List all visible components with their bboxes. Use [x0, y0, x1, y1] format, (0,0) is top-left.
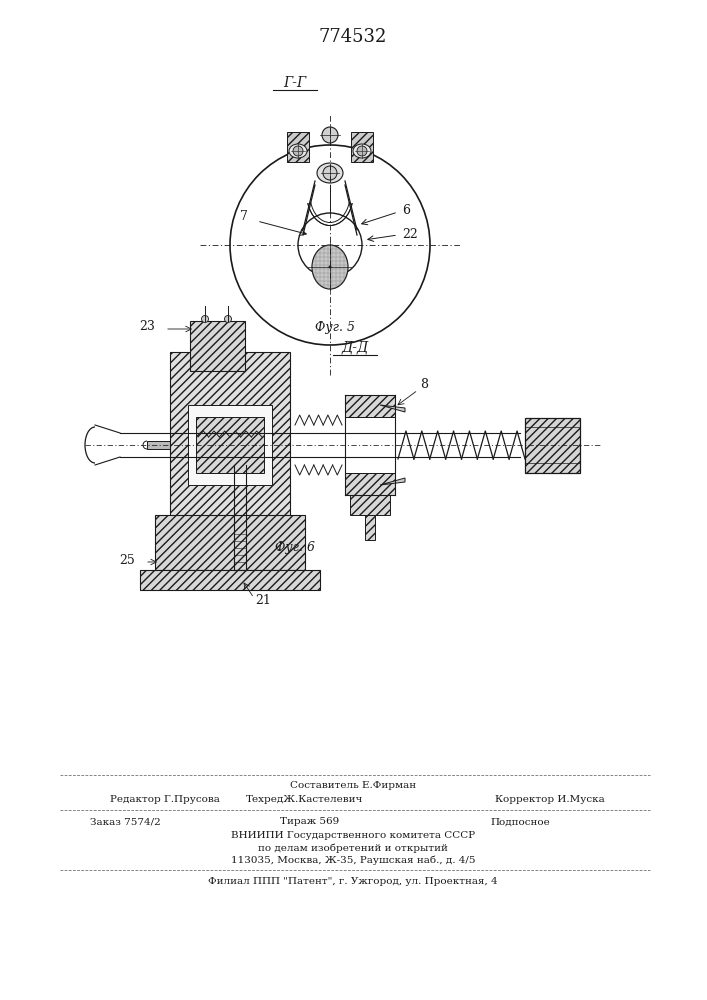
Polygon shape — [380, 405, 405, 412]
Bar — [196, 417, 264, 473]
Polygon shape — [380, 478, 405, 485]
Text: Тираж 569: Тираж 569 — [281, 818, 339, 826]
Text: Д-Д: Д-Д — [341, 341, 368, 355]
Bar — [140, 570, 320, 590]
Bar — [188, 405, 272, 485]
Text: ВНИИПИ Государственного комитета СССР: ВНИИПИ Государственного комитета СССР — [231, 830, 475, 840]
Bar — [350, 495, 390, 515]
Circle shape — [201, 316, 209, 322]
Text: 113035, Москва, Ж-35, Раушская наб., д. 4/5: 113035, Москва, Ж-35, Раушская наб., д. … — [230, 855, 475, 865]
Ellipse shape — [353, 144, 371, 158]
Bar — [525, 418, 580, 473]
Bar — [147, 441, 203, 449]
Bar — [365, 515, 375, 540]
Text: Г-Г: Г-Г — [284, 76, 307, 90]
Text: 23: 23 — [139, 320, 155, 332]
Text: 6: 6 — [402, 204, 410, 217]
Circle shape — [293, 146, 303, 156]
Circle shape — [329, 265, 332, 268]
Circle shape — [357, 146, 367, 156]
Circle shape — [225, 316, 231, 322]
Text: 25: 25 — [119, 554, 135, 566]
Ellipse shape — [312, 245, 348, 289]
Text: Подпосное: Подпосное — [490, 818, 550, 826]
Circle shape — [323, 166, 337, 180]
Text: 21: 21 — [255, 593, 271, 606]
Bar — [155, 515, 305, 570]
Text: по делам изобретений и открытий: по делам изобретений и открытий — [258, 843, 448, 853]
Bar — [170, 352, 290, 520]
Bar — [287, 132, 309, 162]
Text: Филиал ППП "Патент", г. Ужгород, ул. Проектная, 4: Филиал ППП "Патент", г. Ужгород, ул. Про… — [208, 878, 498, 886]
Text: 8: 8 — [420, 378, 428, 391]
Ellipse shape — [317, 163, 343, 183]
Bar — [345, 395, 395, 417]
Text: Составитель Е.Фирман: Составитель Е.Фирман — [290, 780, 416, 790]
Bar — [345, 473, 395, 495]
Bar — [190, 321, 245, 371]
Circle shape — [322, 127, 338, 143]
Text: 774532: 774532 — [319, 28, 387, 46]
Text: Заказ 7574/2: Заказ 7574/2 — [90, 818, 160, 826]
Ellipse shape — [289, 144, 307, 158]
Text: 7: 7 — [240, 211, 248, 224]
Text: Фуг. 6: Фуг. 6 — [275, 542, 315, 554]
Text: Фуг. 5: Фуг. 5 — [315, 322, 355, 334]
Text: Корректор И.Муска: Корректор И.Муска — [495, 796, 605, 804]
Bar — [351, 132, 373, 162]
Text: 22: 22 — [402, 229, 418, 241]
Text: Редактор Г.Прусова: Редактор Г.Прусова — [110, 796, 220, 804]
Text: ТехредЖ.Кастелевич: ТехредЖ.Кастелевич — [246, 796, 363, 804]
